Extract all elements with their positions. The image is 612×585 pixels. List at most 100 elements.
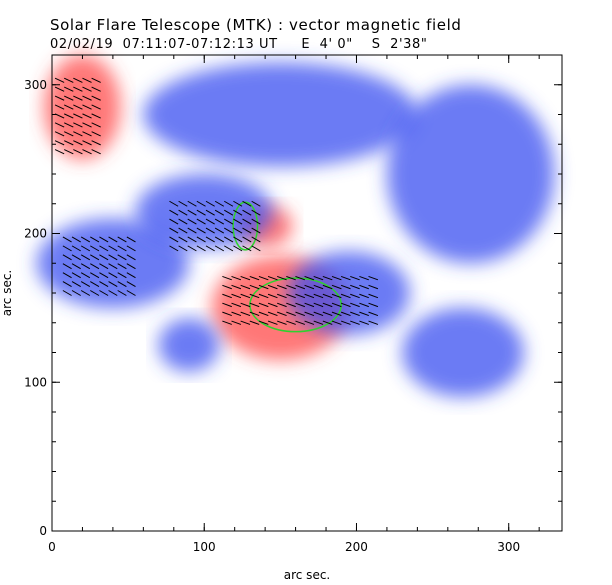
- field-vector-14: [64, 104, 74, 110]
- field-vector-193: [267, 302, 278, 308]
- field-vector-119: [196, 245, 206, 252]
- field-vector-140: [224, 218, 234, 225]
- field-vectors: [54, 77, 379, 325]
- field-vector-209: [295, 320, 306, 325]
- field-vector-90: [117, 263, 127, 270]
- field-vector-194: [267, 293, 278, 299]
- y-axis-label: arc sec.: [0, 270, 14, 316]
- field-vector-231: [322, 284, 333, 290]
- field-vector-89: [117, 272, 127, 279]
- polarity-regions: [36, 55, 555, 398]
- field-vector-142: [224, 200, 234, 207]
- field-vector-59: [80, 290, 91, 296]
- field-vector-188: [258, 293, 269, 299]
- field-vector-69: [90, 263, 100, 270]
- field-vector-43: [91, 86, 101, 92]
- field-vector-36: [91, 149, 101, 155]
- field-vector-259: [368, 302, 379, 308]
- field-vector-261: [368, 284, 379, 290]
- field-vector-155: [251, 245, 261, 252]
- field-vector-222: [313, 311, 324, 317]
- field-vector-190: [258, 275, 269, 281]
- field-vector-44: [91, 77, 101, 83]
- field-vector-173: [240, 320, 251, 325]
- field-vector-117: [187, 209, 197, 216]
- field-vector-7: [54, 86, 65, 92]
- field-vector-33: [82, 95, 92, 101]
- negative-polarity-region-6: [158, 318, 220, 372]
- field-vector-120: [196, 236, 206, 243]
- field-vector-99: [126, 245, 136, 252]
- field-vector-237: [331, 284, 342, 290]
- field-vector-197: [277, 320, 287, 325]
- field-vector-11: [64, 131, 74, 137]
- field-vector-9: [64, 149, 74, 155]
- field-vector-75: [99, 272, 109, 279]
- field-vector-45: [62, 290, 72, 296]
- x-axis-ticks: 0 100 200 300: [48, 55, 540, 554]
- field-vector-13: [64, 113, 74, 119]
- field-vector-40: [91, 113, 101, 119]
- chart-title: Solar Flare Telescope (MTK) : vector mag…: [50, 16, 462, 34]
- field-vector-85: [108, 245, 118, 252]
- field-vector-143: [233, 245, 243, 252]
- field-vector-189: [258, 284, 269, 290]
- field-vector-247: [350, 302, 360, 308]
- field-vector-1: [54, 140, 65, 146]
- field-vector-111: [178, 209, 188, 216]
- field-vector-131: [214, 245, 225, 252]
- field-vector-152: [242, 218, 252, 225]
- field-vector-80: [108, 290, 118, 296]
- field-vector-172: [231, 275, 242, 281]
- negative-polarity-region-8: [386, 84, 555, 264]
- field-vector-240: [340, 311, 351, 317]
- field-vector-23: [73, 104, 83, 110]
- field-vector-198: [277, 311, 287, 317]
- field-vector-27: [82, 149, 92, 155]
- field-vector-134: [214, 218, 225, 225]
- field-vector-73: [99, 290, 109, 296]
- field-vector-161: [222, 320, 232, 325]
- field-vector-160: [251, 200, 261, 207]
- field-vector-79: [99, 236, 109, 243]
- field-vector-103: [169, 227, 179, 234]
- field-vector-156: [251, 236, 261, 243]
- field-vector-214: [295, 275, 306, 281]
- field-vector-200: [277, 293, 287, 299]
- field-vector-12: [64, 122, 74, 128]
- field-vector-164: [222, 293, 232, 299]
- field-vector-167: [231, 320, 242, 325]
- field-vector-49: [62, 254, 72, 261]
- field-vector-183: [249, 284, 260, 290]
- field-vector-94: [126, 290, 136, 296]
- field-vector-41: [91, 104, 101, 110]
- field-vector-51: [62, 236, 72, 243]
- field-vector-64: [80, 245, 91, 252]
- field-vector-10: [64, 140, 74, 146]
- field-vector-58: [71, 236, 81, 243]
- field-vector-181: [249, 302, 260, 308]
- field-vector-220: [304, 275, 315, 281]
- field-vector-168: [231, 311, 242, 317]
- field-vector-39: [91, 122, 101, 128]
- contours: [232, 201, 343, 333]
- field-vector-67: [90, 281, 100, 288]
- field-vector-113: [187, 245, 197, 252]
- field-vector-5: [54, 104, 65, 110]
- y-tick-label: 300: [24, 78, 47, 92]
- field-vector-211: [295, 302, 306, 308]
- negative-polarity-region-7: [143, 62, 418, 167]
- field-vector-100: [126, 236, 136, 243]
- field-vector-78: [99, 245, 109, 252]
- field-vector-60: [80, 281, 91, 288]
- field-vector-177: [240, 284, 251, 290]
- field-vector-48: [62, 263, 72, 270]
- field-vector-182: [249, 293, 260, 299]
- field-vector-239: [340, 320, 351, 325]
- field-vector-3: [54, 122, 65, 128]
- field-vector-203: [286, 320, 296, 325]
- field-vector-107: [178, 245, 188, 252]
- field-vector-82: [108, 272, 118, 279]
- field-vector-91: [117, 254, 127, 261]
